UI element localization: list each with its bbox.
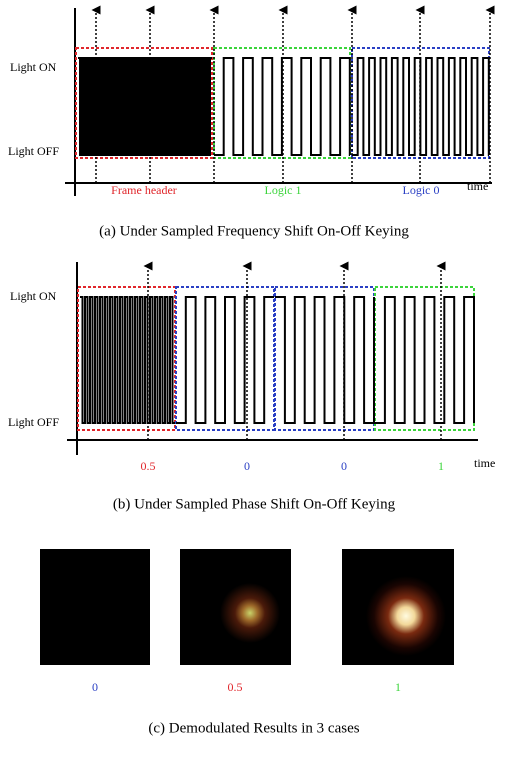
square-wave [214, 58, 350, 155]
segment-label: 0 [244, 459, 250, 473]
light-off-label: Light OFF [8, 144, 59, 158]
light-off-label: Light OFF [8, 415, 59, 429]
result-image [40, 549, 150, 665]
segment-label: 0.5 [141, 459, 156, 473]
image-label: 0 [92, 680, 98, 694]
square-wave [352, 58, 489, 155]
square-wave [275, 297, 374, 423]
segment-label: Frame header [111, 183, 177, 197]
image-label: 0.5 [228, 680, 243, 694]
segment-label: Logic 1 [265, 183, 302, 197]
caption: (a) Under Sampled Frequency Shift On-Off… [99, 223, 409, 239]
segment-label: 1 [438, 459, 444, 473]
square-wave [375, 297, 474, 423]
square-wave [80, 297, 175, 423]
image-label: 1 [395, 680, 401, 694]
time-label: time [474, 456, 495, 470]
segment-label: 0 [341, 459, 347, 473]
panel-a: Light ON Light OFF Frame header Logic 1 … [8, 8, 492, 239]
light-spot [366, 576, 446, 656]
panel-b: Light ON Light OFF 0.5 0 0 1 time (b) Un… [8, 262, 495, 512]
figure: Light ON Light OFF Frame header Logic 1 … [0, 0, 509, 761]
light-on-label: Light ON [10, 60, 57, 74]
square-wave [176, 297, 274, 423]
light-on-label: Light ON [10, 289, 57, 303]
caption: (c) Demodulated Results in 3 cases [148, 720, 359, 736]
square-wave [78, 58, 212, 155]
caption: (b) Under Sampled Phase Shift On-Off Key… [113, 496, 396, 512]
light-spot [220, 583, 280, 643]
segment-label: Logic 0 [403, 183, 440, 197]
panel-c: 0 0.5 1 (c) Demodulated Results in 3 cas… [40, 549, 454, 736]
time-label: time [467, 179, 488, 193]
